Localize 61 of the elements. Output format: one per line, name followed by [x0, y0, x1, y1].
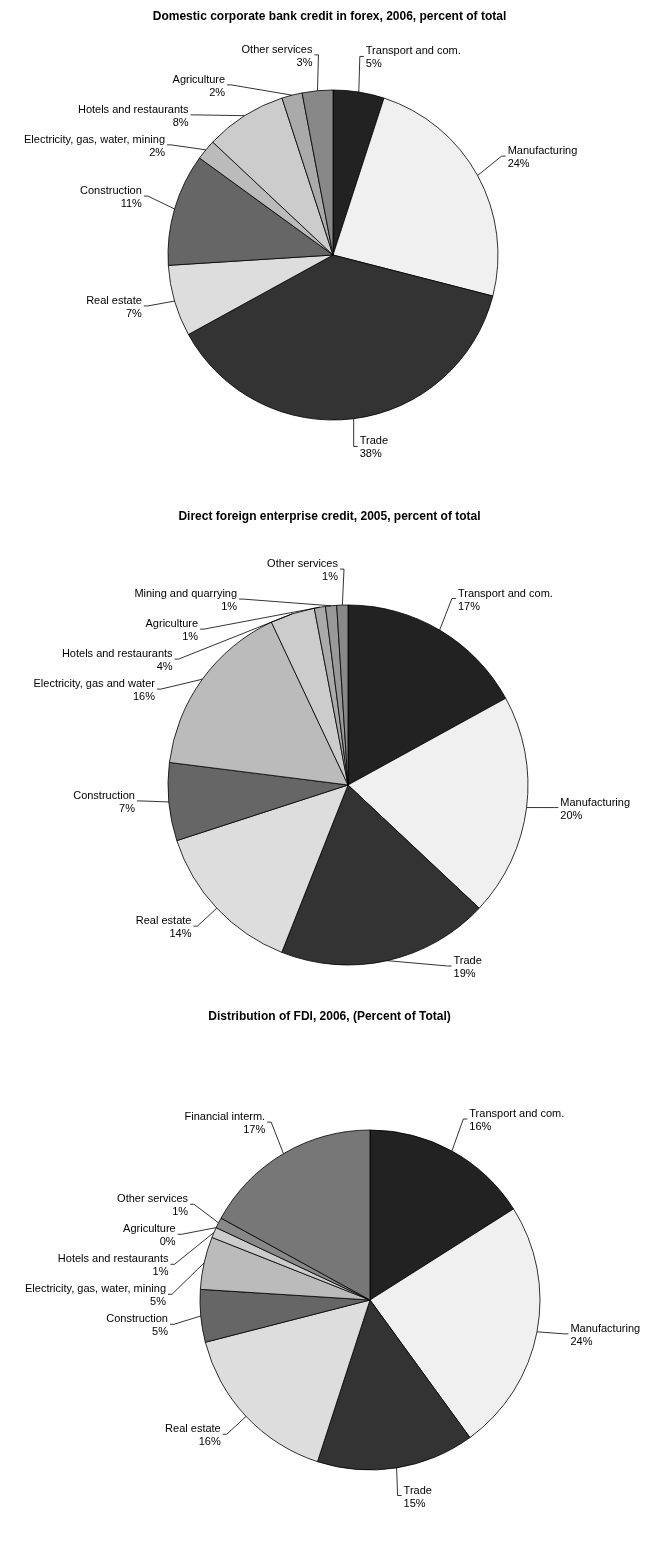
data-label: 5%: [150, 1295, 167, 1308]
data-label: 16%: [132, 690, 156, 703]
data-label: 19%: [453, 967, 476, 979]
data-label: 17%: [243, 1123, 266, 1136]
slice-label: Hotels and restaurants: [77, 102, 190, 115]
data-label: 7%: [119, 801, 136, 814]
data-label: 24%: [570, 1334, 593, 1347]
slice-label: Trade: [403, 1483, 432, 1496]
data-label: 17%: [457, 599, 481, 612]
text: 0%: [159, 1235, 176, 1248]
slice-label: Agriculture: [172, 72, 226, 85]
slice-label: Construction: [73, 788, 135, 801]
slice-label: Manufacturing: [560, 795, 631, 808]
data-label: 20%: [560, 808, 583, 821]
slice-label: Transport and com.: [457, 586, 553, 599]
slice-label: Other services: [117, 1192, 189, 1205]
data-label: 4%: [156, 660, 173, 673]
data-label: 7%: [125, 306, 143, 319]
slice-label: Construction: [80, 184, 142, 197]
slice-label: Hotels and restaurants: [57, 1252, 169, 1265]
slice-label: Trade: [453, 954, 482, 966]
slice-label: Other services: [241, 42, 313, 55]
data-label: 3%: [296, 55, 313, 68]
data-label: 2%: [149, 145, 166, 158]
slice-label: Mining and quarrying: [134, 587, 238, 600]
data-label: 14%: [169, 927, 192, 940]
slice-label: Electricity, gas, water, mining: [24, 1282, 167, 1295]
slice-label: Electricity, gas and water: [33, 677, 156, 690]
chart-title: Domestic corporate bank credit in forex, 2006, percent of total: [152, 9, 507, 23]
data-label: 2%: [209, 85, 226, 98]
slice-label: Real estate: [86, 293, 142, 306]
slice-label: Financial interm.: [184, 1110, 266, 1123]
data-label: 16%: [469, 1119, 492, 1132]
chart-title: Direct foreign enterprise credit, 2005, percent of total: [178, 509, 481, 523]
data-label: 38%: [359, 447, 382, 460]
slice-label: Real estate: [135, 914, 192, 927]
slice-label: Electricity, gas, water, mining: [24, 132, 166, 145]
data-label: 1%: [182, 630, 199, 643]
slice-label: Trade: [359, 434, 389, 447]
data-label: 1%: [221, 600, 238, 613]
data-label: 1%: [152, 1265, 169, 1278]
slice-label: Hotels and restaurants: [61, 647, 174, 660]
data-label: 8%: [172, 115, 189, 128]
data-label: 5%: [152, 1325, 169, 1338]
slice-label: Transport and com.: [469, 1106, 565, 1119]
slice-label: Other services: [267, 557, 339, 570]
slice-label: Real estate: [165, 1422, 221, 1435]
slice-label: Agriculture: [145, 617, 199, 630]
slice-label: Manufacturing: [507, 144, 578, 157]
slice-label: Transport and com.: [365, 44, 461, 57]
slice-label: Construction: [106, 1312, 168, 1325]
data-label: 15%: [403, 1496, 426, 1509]
data-label: 5%: [365, 57, 382, 70]
data-label: 16%: [198, 1435, 221, 1448]
data-label: 24%: [507, 157, 530, 170]
chart-title: Distribution of FDI, 2006, (Percent of Total): [208, 1009, 451, 1023]
data-label: 1%: [172, 1205, 189, 1218]
data-label: 11%: [120, 197, 143, 210]
data-label: 1%: [322, 570, 339, 583]
legend-label: Agriculture: [123, 1222, 176, 1235]
slice-label: Manufacturing: [570, 1321, 641, 1334]
